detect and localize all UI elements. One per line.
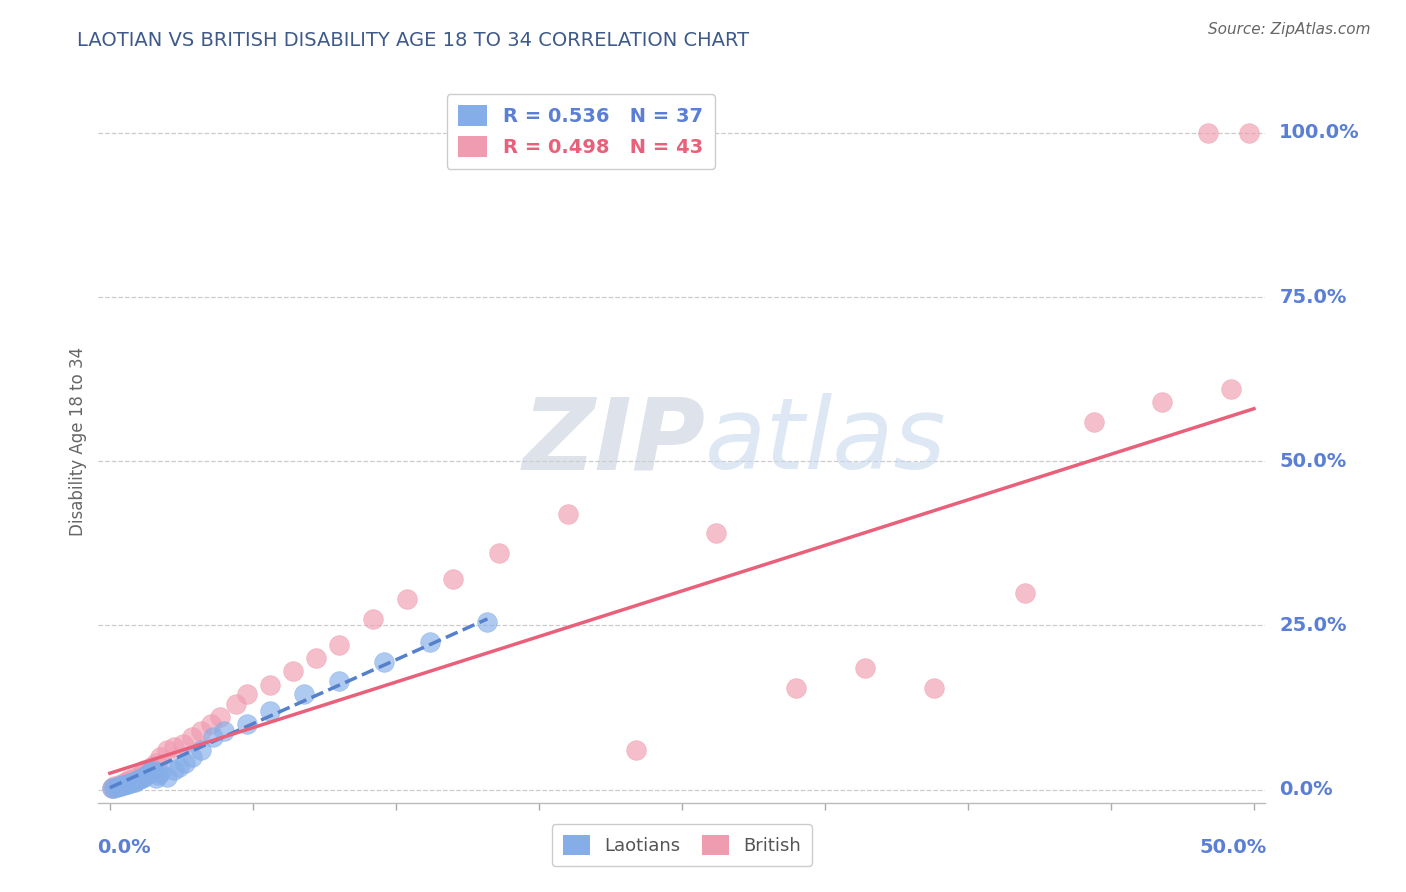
Point: [163, 739, 186, 754]
Point: [139, 764, 162, 779]
Point: [281, 665, 304, 679]
Point: [121, 771, 143, 785]
Y-axis label: Disability Age 18 to 34: Disability Age 18 to 34: [69, 347, 87, 536]
Point: [117, 772, 139, 787]
Text: 100.0%: 100.0%: [1279, 123, 1360, 143]
Point: [101, 780, 124, 795]
Point: [115, 777, 138, 791]
Text: 50.0%: 50.0%: [1199, 838, 1267, 857]
Point: [190, 723, 212, 738]
Point: [396, 592, 419, 607]
Point: [181, 749, 204, 764]
Point: [1239, 126, 1261, 140]
Point: [145, 756, 167, 771]
Point: [200, 717, 222, 731]
Point: [214, 723, 236, 738]
Text: 25.0%: 25.0%: [1279, 616, 1347, 635]
Point: [127, 772, 149, 787]
Point: [172, 737, 194, 751]
Text: Source: ZipAtlas.com: Source: ZipAtlas.com: [1208, 22, 1371, 37]
Point: [704, 526, 727, 541]
Point: [149, 749, 172, 764]
Text: ZIP: ZIP: [522, 393, 706, 490]
Point: [138, 766, 160, 780]
Point: [112, 776, 135, 790]
Point: [135, 768, 157, 782]
Point: [142, 763, 165, 777]
Point: [922, 681, 945, 695]
Point: [373, 655, 395, 669]
Point: [131, 771, 153, 785]
Point: [108, 780, 131, 794]
Point: [1014, 585, 1036, 599]
Point: [101, 781, 124, 796]
Point: [1220, 382, 1243, 396]
Point: [419, 635, 441, 649]
Point: [236, 687, 259, 701]
Point: [156, 770, 179, 784]
Text: 75.0%: 75.0%: [1279, 287, 1347, 307]
Point: [190, 743, 212, 757]
Point: [146, 768, 169, 782]
Text: atlas: atlas: [706, 393, 946, 490]
Point: [163, 763, 186, 777]
Point: [624, 743, 647, 757]
Point: [156, 743, 179, 757]
Point: [208, 710, 231, 724]
Point: [139, 760, 162, 774]
Point: [853, 661, 876, 675]
Point: [477, 615, 499, 630]
Point: [488, 546, 510, 560]
Point: [128, 772, 150, 786]
Text: 0.0%: 0.0%: [1279, 780, 1333, 799]
Point: [785, 681, 807, 695]
Point: [1152, 395, 1174, 409]
Point: [121, 775, 143, 789]
Point: [361, 612, 384, 626]
Point: [131, 766, 153, 780]
Point: [105, 780, 128, 794]
Text: 0.0%: 0.0%: [97, 838, 150, 857]
Point: [124, 774, 146, 789]
Point: [134, 763, 156, 777]
Point: [259, 677, 281, 691]
Point: [292, 687, 315, 701]
Point: [127, 770, 149, 784]
Point: [110, 779, 132, 793]
Point: [108, 779, 131, 793]
Point: [1083, 415, 1105, 429]
Point: [557, 507, 579, 521]
Point: [236, 717, 259, 731]
Point: [103, 780, 125, 795]
Point: [259, 704, 281, 718]
Text: 50.0%: 50.0%: [1279, 451, 1347, 471]
Point: [103, 780, 125, 794]
Point: [110, 777, 132, 791]
Point: [149, 766, 172, 780]
Point: [305, 651, 328, 665]
Point: [328, 638, 350, 652]
Point: [441, 573, 464, 587]
Legend: Laotians, British: Laotians, British: [551, 824, 813, 866]
Point: [117, 777, 139, 791]
Point: [167, 760, 190, 774]
Point: [145, 771, 167, 785]
Point: [1197, 126, 1219, 140]
Point: [201, 730, 224, 744]
Point: [181, 730, 204, 744]
Point: [174, 756, 197, 771]
Point: [115, 774, 138, 789]
Point: [112, 778, 135, 792]
Text: LAOTIAN VS BRITISH DISABILITY AGE 18 TO 34 CORRELATION CHART: LAOTIAN VS BRITISH DISABILITY AGE 18 TO …: [77, 31, 749, 50]
Point: [328, 674, 350, 689]
Point: [134, 770, 156, 784]
Point: [120, 776, 142, 790]
Point: [225, 698, 247, 712]
